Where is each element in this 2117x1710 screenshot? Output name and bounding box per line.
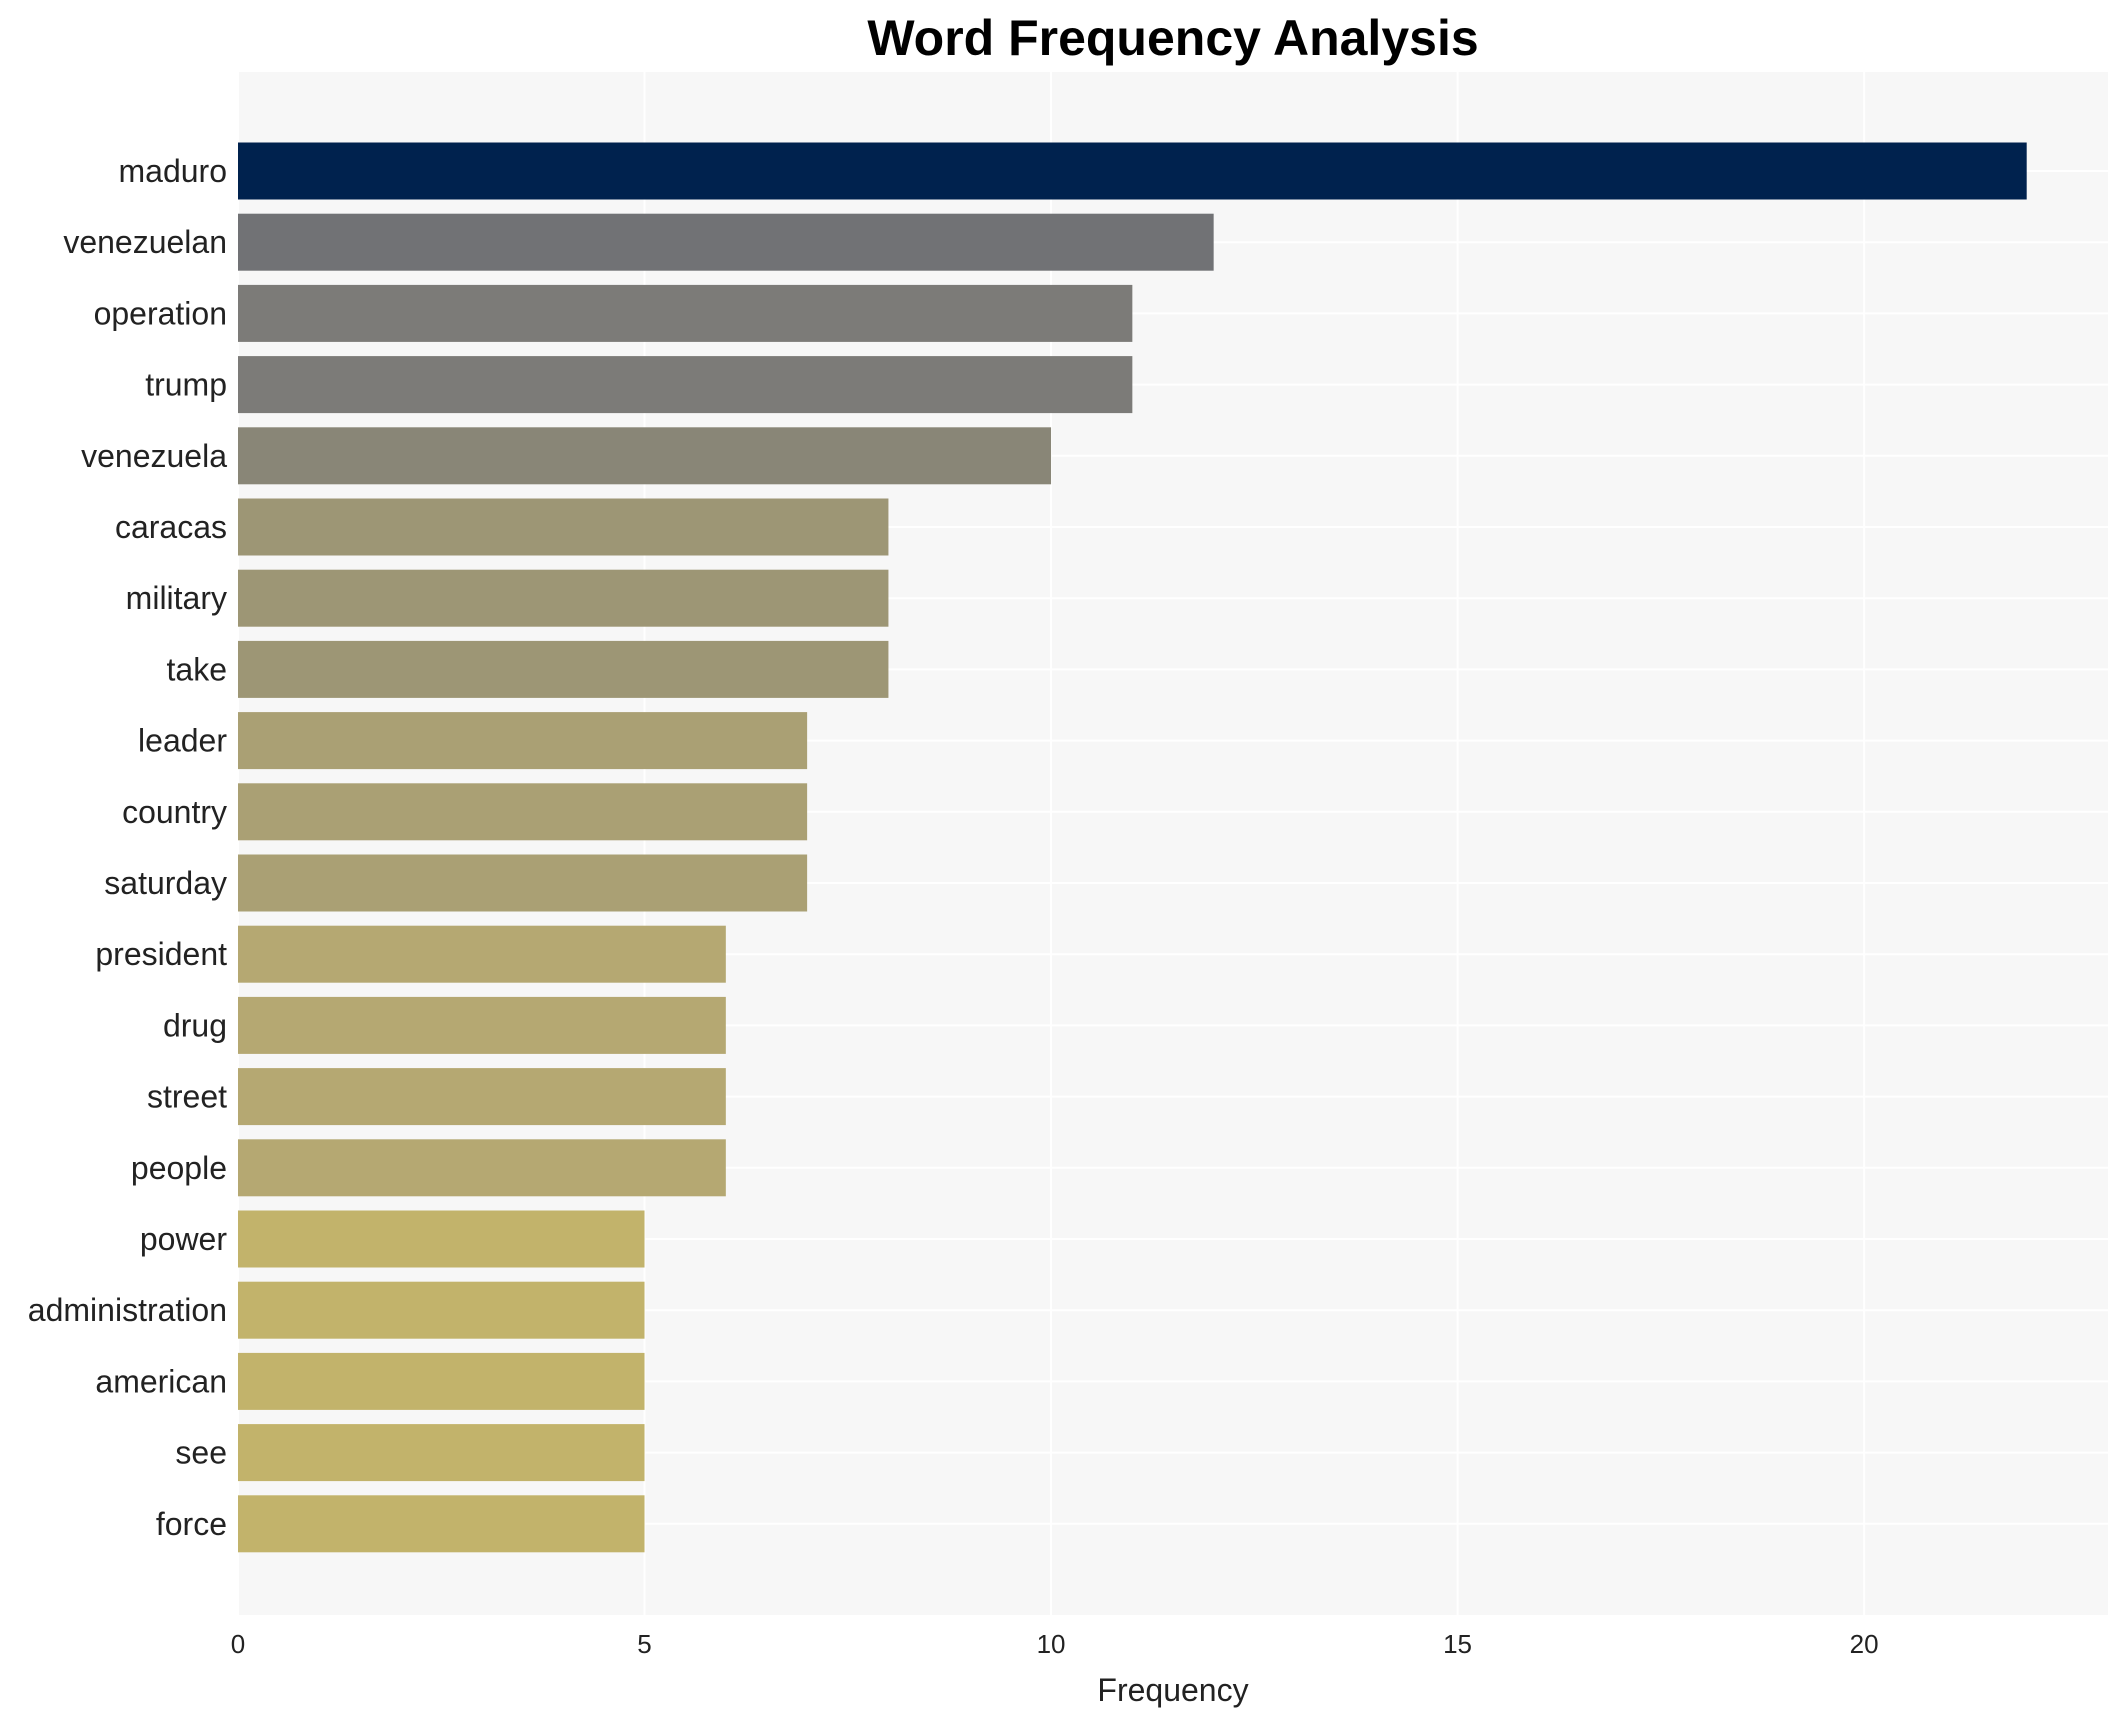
category-label-power: power	[140, 1221, 228, 1257]
bar-operation	[238, 284, 1133, 342]
x-tick-label: 20	[1850, 1629, 1879, 1659]
x-tick-label: 10	[1037, 1629, 1066, 1659]
chart-title: Word Frequency Analysis	[867, 10, 1478, 66]
bar-take	[238, 640, 889, 698]
bar-president	[238, 925, 726, 983]
bar-see	[238, 1424, 645, 1482]
category-label-military: military	[126, 580, 227, 616]
category-label-leader: leader	[138, 723, 227, 759]
bar-country	[238, 783, 808, 841]
bar-saturday	[238, 854, 808, 912]
bar-drug	[238, 996, 726, 1054]
bar-venezuela	[238, 427, 1052, 485]
category-label-maduro: maduro	[119, 153, 228, 189]
bar-force	[238, 1495, 645, 1553]
x-tick-label: 0	[231, 1629, 245, 1659]
bars	[238, 142, 2027, 1553]
category-label-take: take	[167, 651, 227, 687]
category-label-trump: trump	[145, 367, 227, 403]
category-label-saturday: saturday	[104, 865, 227, 901]
bar-caracas	[238, 498, 889, 556]
x-tick-label: 5	[637, 1629, 651, 1659]
category-label-see: see	[175, 1435, 227, 1471]
category-label-force: force	[156, 1506, 227, 1542]
bar-people	[238, 1139, 726, 1197]
bar-leader	[238, 712, 808, 770]
category-label-venezuela: venezuela	[81, 438, 227, 474]
bar-military	[238, 569, 889, 627]
bar-maduro	[238, 142, 2027, 200]
category-label-operation: operation	[94, 295, 227, 331]
bar-venezuelan	[238, 213, 1214, 271]
category-label-caracas: caracas	[115, 509, 227, 545]
x-axis-label: Frequency	[1097, 1672, 1248, 1708]
category-labels: maduro venezuelan operation trump venezuela c…	[28, 153, 228, 1542]
bar-american	[238, 1352, 645, 1410]
bar-power	[238, 1210, 645, 1268]
category-label-american: american	[95, 1363, 227, 1399]
category-label-administration: administration	[28, 1292, 227, 1328]
category-label-president: president	[95, 936, 227, 972]
bar-administration	[238, 1281, 645, 1339]
bar-trump	[238, 356, 1133, 414]
category-label-venezuelan: venezuelan	[63, 224, 227, 260]
x-tick-labels: 0 5 10 15 20	[231, 1629, 1879, 1659]
bar-street	[238, 1068, 726, 1126]
x-tick-label: 15	[1443, 1629, 1472, 1659]
category-label-people: people	[131, 1150, 227, 1186]
category-label-drug: drug	[163, 1007, 227, 1043]
category-label-street: street	[147, 1079, 227, 1115]
category-label-country: country	[122, 794, 227, 830]
